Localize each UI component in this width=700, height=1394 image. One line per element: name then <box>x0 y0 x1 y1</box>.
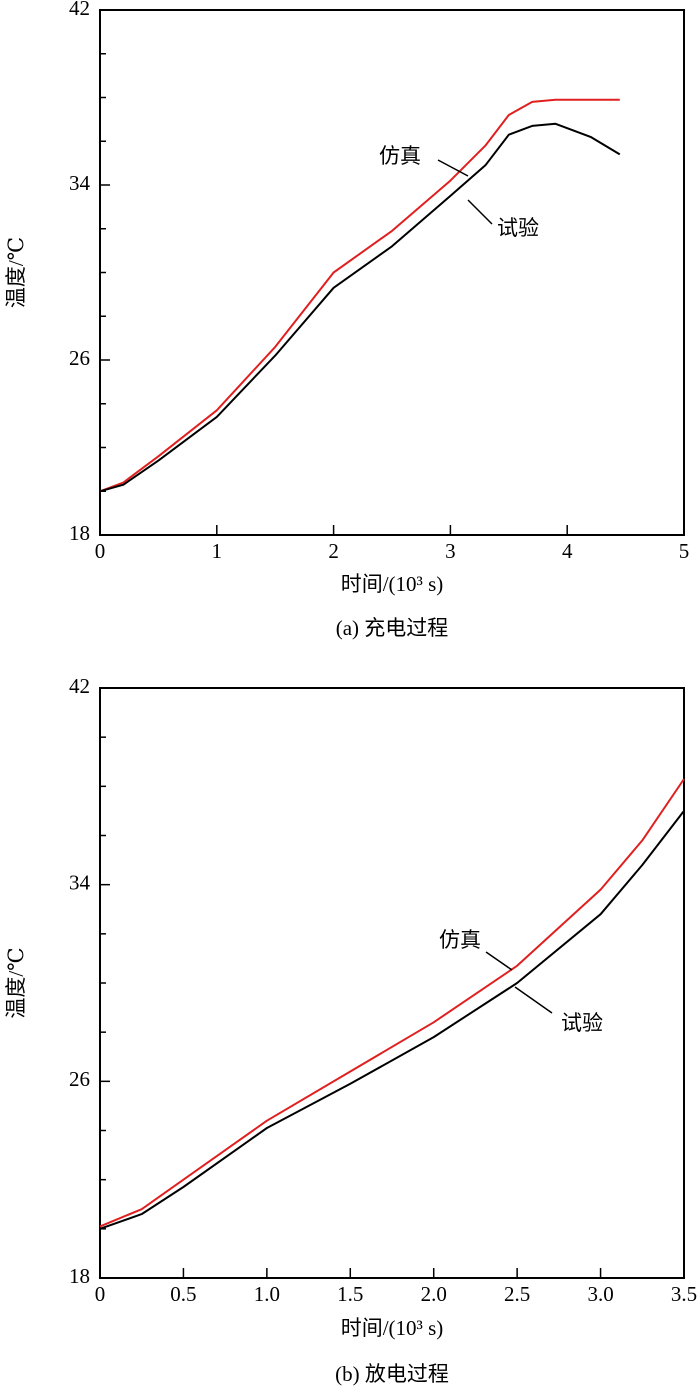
x-axis-label: 时间/(10³ s) <box>341 1316 444 1340</box>
x-tick-label: 0.5 <box>170 1282 196 1306</box>
plot-frame <box>99 9 685 536</box>
x-tick-label: 1.5 <box>337 1282 363 1306</box>
x-tick-label: 0 <box>95 539 106 563</box>
series-line <box>99 122 621 493</box>
x-tick-label: 3 <box>445 539 456 563</box>
annotation-leader <box>485 951 513 971</box>
x-tick-label: 4 <box>562 539 573 563</box>
y-tick-label: 18 <box>69 1264 90 1288</box>
caption: (a) 充电过程 <box>336 616 449 640</box>
x-tick-label: 0 <box>95 1282 106 1306</box>
y-axis-label: 温度/℃ <box>4 947 28 1018</box>
plot-frame <box>99 687 685 1279</box>
series-label: 仿真 <box>379 144 421 168</box>
x-tick-label: 3.5 <box>671 1282 697 1306</box>
x-axis-label: 时间/(10³ s) <box>341 572 444 596</box>
annotation-leader <box>514 986 553 1014</box>
x-tick-label: 2.5 <box>504 1282 530 1306</box>
y-tick-label: 42 <box>69 0 90 20</box>
x-tick-label: 2.0 <box>421 1282 447 1306</box>
series-line <box>99 810 685 1230</box>
y-axis-label: 温度/℃ <box>4 237 28 308</box>
x-tick-label: 2 <box>328 539 339 563</box>
y-tick-label: 18 <box>69 521 90 545</box>
series-label: 仿真 <box>439 928 481 952</box>
x-tick-label: 3.0 <box>587 1282 613 1306</box>
x-tick-label: 1.0 <box>254 1282 280 1306</box>
annotation-leader <box>437 159 469 177</box>
series-label: 试验 <box>561 1011 603 1035</box>
x-tick-label: 1 <box>212 539 223 563</box>
caption: (b) 放电过程 <box>335 1362 449 1386</box>
y-tick-label: 34 <box>69 171 91 195</box>
series-line <box>99 98 620 493</box>
y-tick-label: 26 <box>69 1067 90 1091</box>
x-tick-label: 5 <box>679 539 690 563</box>
y-tick-label: 34 <box>69 870 91 894</box>
series-line <box>99 778 685 1228</box>
y-tick-label: 42 <box>69 674 90 698</box>
y-tick-label: 26 <box>69 346 90 370</box>
annotation-leader <box>467 199 493 225</box>
series-label: 试验 <box>497 216 539 240</box>
